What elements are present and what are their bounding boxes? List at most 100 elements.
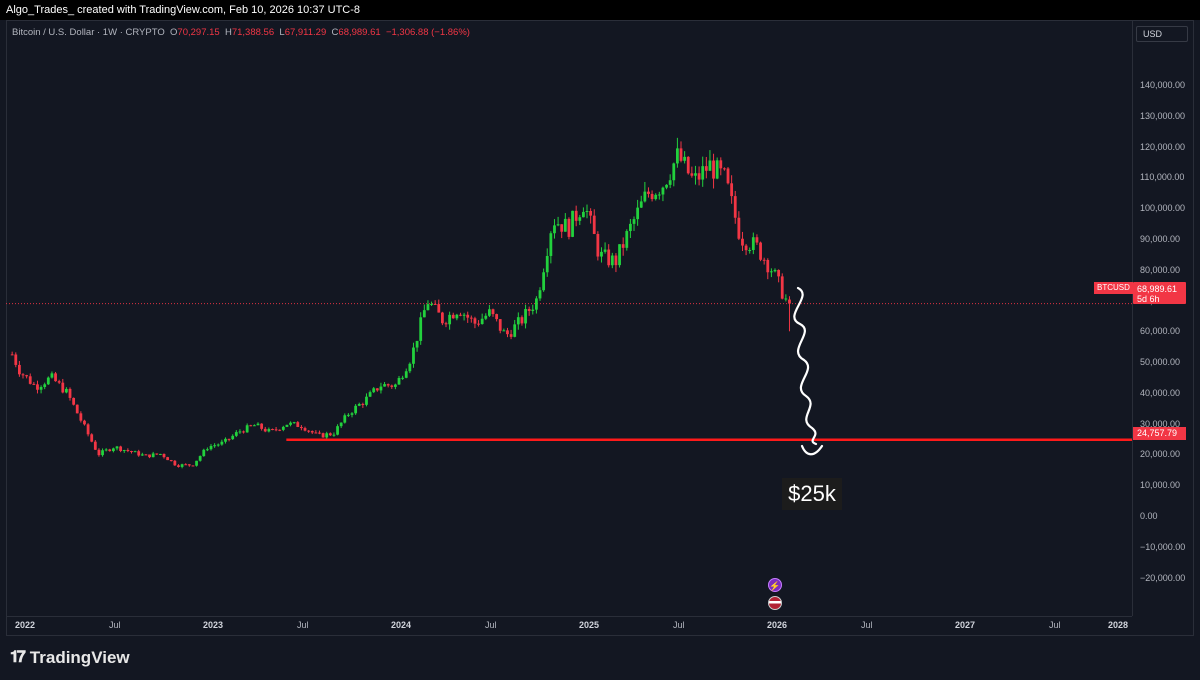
candle-body [390,385,394,387]
candle-body [263,428,267,432]
candle-body [177,465,180,467]
candle-body [115,446,119,449]
tradingview-logo[interactable]: 𝟏𝟕 TradingView [10,648,130,668]
candle-body [697,173,701,180]
candle-body [169,460,173,462]
time-tick-label: Jul [1049,620,1061,630]
price-tick-label: 120,000.00 [1140,141,1186,152]
time-axis[interactable] [6,616,1132,636]
candle-body [672,163,676,181]
candle-body [144,454,148,456]
time-tick-label: Jul [297,620,309,630]
candle-body [158,453,162,455]
candle-body [108,449,112,452]
candle-body [271,429,274,431]
candle-body [32,383,36,385]
candle-body [513,324,517,337]
candle-body [437,304,441,313]
candle-body [310,431,314,433]
candle-body [72,397,76,405]
time-tick-label: 2028 [1108,620,1129,630]
candle-body [466,314,470,318]
candle-body [314,432,318,434]
candle-body [339,422,343,427]
currency-selector[interactable]: USD [1136,26,1188,42]
candle-body [610,255,614,266]
candle-body [68,388,72,398]
candle-body [730,183,734,197]
time-tick-label: 2027 [955,620,976,630]
candle-body [614,255,618,266]
candle-body [101,450,104,456]
candle-body [715,160,719,179]
candle-body [668,180,672,185]
candle-body [227,438,231,440]
candle-body [50,373,54,378]
candle-body [104,449,108,451]
candle-body [542,272,546,291]
candle-body [531,309,535,311]
candle-body [133,451,137,453]
candle-body [567,218,571,237]
candle-body [224,438,227,442]
candle-body [43,384,47,388]
candle-body [368,392,372,397]
candle-body [25,375,29,377]
candle-body [86,424,90,435]
symbol-description[interactable]: Bitcoin / U.S. Dollar · 1W · CRYPTO [12,27,165,38]
open-label: O [170,27,178,38]
candle-body [444,323,448,325]
price-tick-label: 80,000.00 [1140,264,1181,275]
ohlc-legend: Bitcoin / U.S. Dollar · 1W · CRYPTO O70,… [12,27,470,38]
candle-body [480,318,484,325]
candle-body [520,317,524,324]
candle-body [93,441,97,450]
candle-body [126,450,130,452]
candle-body [455,314,459,319]
candle-body [401,377,405,379]
candle-body [213,445,217,447]
candle-body [618,244,621,266]
low-value: 67,911.29 [284,27,327,38]
low-label: L [279,27,285,38]
candle-body [122,450,126,452]
price-tick-label: 20,000.00 [1140,449,1181,460]
candle-body [267,429,271,432]
candle-body [538,290,542,299]
us-flag-icon[interactable] [768,596,782,610]
candle-body [712,160,715,179]
price-tick-label: −20,000.00 [1140,572,1186,583]
candle-body [748,249,752,251]
candle-body [278,429,282,431]
candle-body [563,218,567,232]
candle-body [473,318,477,324]
candle-body [527,308,531,311]
price-tick-label: 130,000.00 [1140,110,1186,121]
price-tick-label: 90,000.00 [1140,233,1181,244]
candle-body [372,388,376,393]
candle-body [578,217,582,221]
target-annotation[interactable]: $25k [782,478,842,510]
candle-body [733,196,737,218]
candle-body [686,156,690,174]
footer [0,636,1200,680]
price-scale[interactable] [1132,20,1194,616]
chart-pane[interactable] [6,20,1194,636]
candle-body [661,187,665,195]
candle-body [737,217,741,239]
candle-body [412,347,415,364]
time-tick-label: Jul [673,620,685,630]
candle-body [173,460,177,466]
candle-body [574,210,578,221]
candle-body [534,298,538,310]
candle-body [549,233,553,256]
candle-body [404,371,408,378]
high-label: H [224,27,232,38]
candle-body [209,445,213,450]
lightning-icon[interactable]: ⚡ [768,578,782,592]
candle-body [54,373,57,382]
candle-body [708,160,712,171]
candle-body [744,245,748,251]
candle-body [419,317,423,341]
price-chart[interactable] [6,20,1194,636]
